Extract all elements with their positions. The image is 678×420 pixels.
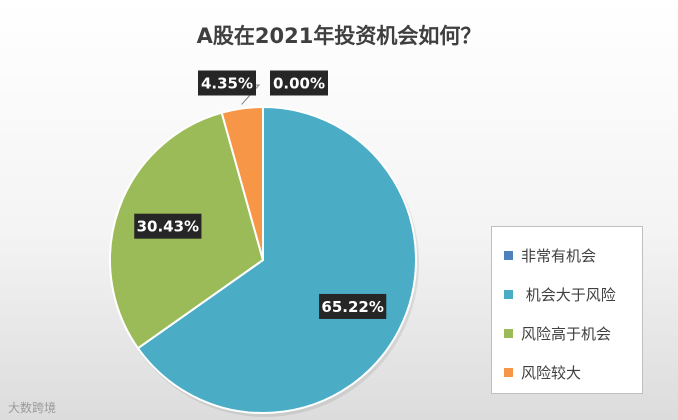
legend-swatch (504, 329, 513, 338)
legend-item: 风险高于机会 (504, 314, 642, 353)
pie-slice (136, 105, 417, 414)
legend-label: 风险较大 (521, 364, 582, 382)
data-label: 0.00% (270, 70, 328, 96)
chart-title: A股在2021年投资机会如何？ (196, 24, 482, 48)
data-label-box (270, 70, 328, 96)
legend-item: 风险较大 (504, 353, 642, 392)
data-label-box (198, 70, 256, 96)
legend-swatch (504, 290, 513, 299)
legend-item: 机会大于风险 (504, 275, 642, 314)
data-label-text: 0.00% (273, 75, 325, 93)
chart-legend: 非常有机会 机会大于风险 风险高于机会 风险较大 (491, 226, 643, 394)
data-label-text: 4.35% (201, 75, 253, 93)
watermark: 大数跨境 (8, 401, 57, 415)
data-label-text: 30.43% (137, 218, 199, 236)
data-label-box (319, 293, 387, 319)
legend-swatch (504, 251, 513, 260)
pie-slice (220, 105, 264, 261)
data-label-text: 65.22% (321, 298, 383, 316)
legend-label: 风险高于机会 (521, 325, 612, 343)
legend-label: 非常有机会 (521, 247, 597, 265)
data-label: 65.22% (319, 293, 387, 319)
data-label: 4.35% (198, 70, 256, 96)
legend-label: 机会大于风险 (521, 286, 616, 304)
legend-item: 非常有机会 (504, 236, 642, 275)
data-label: 30.43% (134, 213, 202, 239)
legend-swatch (504, 368, 513, 377)
data-label-box (134, 213, 202, 239)
